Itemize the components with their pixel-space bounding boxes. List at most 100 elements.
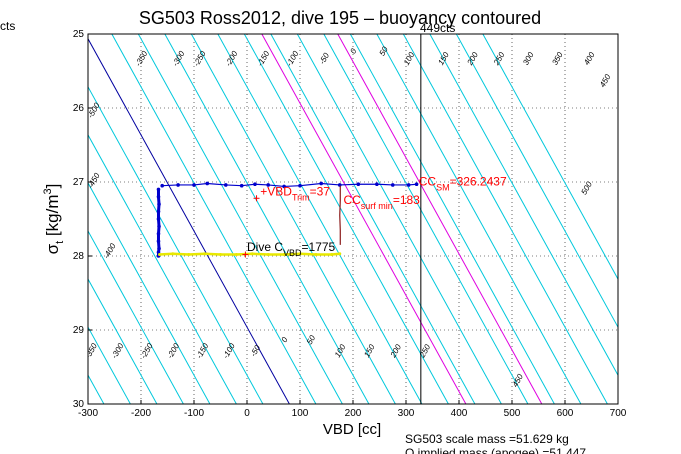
series-bottom-point [314, 253, 318, 257]
contour-line [429, 34, 618, 377]
contour-line [0, 34, 24, 404]
x-tick-label: -100 [184, 408, 204, 419]
y-axis-ticks: 25 26 27 28 29 30 [73, 29, 92, 410]
x-tick-label: 600 [557, 408, 574, 419]
series-dive-point [192, 183, 196, 187]
series-descent-point [156, 232, 161, 236]
x-tick-label: 100 [292, 408, 309, 419]
y-tick-label: 26 [73, 103, 85, 114]
contour-line [88, 85, 264, 404]
x-tick-label: -300 [78, 408, 98, 419]
series-descent-point [156, 209, 161, 214]
contour-line [88, 181, 211, 404]
magenta-contour [261, 34, 467, 404]
series-bottom-point [330, 253, 334, 257]
series-descent-point [157, 202, 161, 206]
x-tick-label: 700 [610, 408, 627, 419]
series-dive-point [319, 181, 324, 186]
contour-line [270, 34, 476, 404]
series-descent-point [156, 239, 161, 243]
annotation-dive_c: Dive CVBD=1775 [247, 240, 336, 258]
y-tick-label: 29 [73, 325, 85, 336]
y-tick-label: 30 [73, 399, 85, 410]
series-dive-point [239, 183, 244, 188]
series-bottom-point [171, 252, 175, 256]
x-axis-ticks: -300 -200 -100 0 100 200 300 400 500 600 700 [78, 400, 627, 419]
svg-text:σt [kg/m3]: σt [kg/m3] [42, 184, 66, 255]
series-bottom-point [187, 253, 191, 257]
series-bottom-point [298, 252, 302, 256]
top-label: 449cts [420, 21, 455, 35]
x-tick-label: 300 [398, 408, 415, 419]
series-dive-point [253, 182, 257, 187]
series-dive-point [205, 181, 210, 186]
series-bottom-point [158, 253, 162, 257]
x-tick-label: -200 [131, 408, 151, 419]
contour-line [88, 133, 237, 404]
series-bottom-point [266, 253, 270, 257]
x-tick-label: 0 [244, 408, 250, 419]
y-axis-label: σt [kg/m3] [42, 184, 66, 255]
zero-buoyancy-contour [88, 37, 290, 404]
contour-line [0, 34, 77, 404]
series-dive-point [356, 182, 361, 187]
series-bottom-point [338, 252, 342, 256]
contour-line [137, 34, 343, 404]
series-bottom-point [234, 253, 238, 257]
contour-line [455, 34, 618, 329]
dive-profile-series [156, 181, 419, 258]
series-dive-point [282, 184, 286, 189]
annotation-vbd_trim: +VBDTrim=37 [260, 184, 330, 202]
series-ascent [339, 185, 341, 245]
chart-title: SG503 Ross2012, dive 195 – buoyancy cont… [139, 8, 541, 28]
contour-line [323, 34, 529, 404]
contour-line [243, 34, 449, 404]
x-tick-label: 400 [451, 408, 468, 419]
contour-line [349, 34, 555, 404]
series-descent [156, 189, 161, 256]
y-tick-label: 28 [73, 251, 85, 262]
contour-line [376, 34, 582, 404]
y-tick-label: 27 [73, 177, 85, 188]
series-dive-point [390, 183, 395, 187]
x-tick-label: 500 [504, 408, 521, 419]
buoyancy-contours [0, 34, 618, 404]
contour-line [88, 229, 184, 404]
contour-label: -350 [83, 341, 99, 360]
contour-line [88, 326, 131, 404]
series-bottom-point [219, 253, 222, 257]
contour-line [402, 34, 608, 404]
corner-label: cts [0, 19, 15, 33]
contour-line [296, 34, 502, 404]
contour-label: 0 [280, 335, 290, 344]
series-dive-point [375, 182, 379, 187]
contour-label: 0 [348, 47, 358, 56]
series-bottom-point [250, 252, 254, 256]
series-descent-point [156, 187, 161, 192]
annotation-cc_surf: CCsurf min=183 [343, 193, 420, 211]
series-dive-point [176, 183, 180, 187]
contour-line [190, 34, 396, 404]
series-dive-point [266, 183, 271, 187]
x-tick-label: 200 [345, 408, 362, 419]
series-dive-point [406, 183, 411, 187]
annotation-cc_sm: CCSM=326.2437 [419, 175, 507, 193]
contour-line [217, 34, 423, 404]
series-descent-point [156, 217, 161, 221]
series-descent-point [157, 246, 161, 251]
contour-line [164, 34, 370, 404]
series-dive-point [298, 183, 302, 188]
x-axis-label: VBD [cc] [323, 421, 381, 438]
contour-line [88, 278, 158, 404]
series-dive-point [224, 183, 228, 187]
magenta-contour [337, 34, 543, 404]
series-bottom-point [203, 252, 207, 256]
series-dive-point [160, 183, 164, 188]
footer-line-2: O implied mass (apogee) =51.447 [405, 446, 586, 454]
contour-line [482, 34, 618, 281]
series-bottom [159, 252, 340, 256]
series-descent-point [156, 195, 161, 199]
y-tick-label: 25 [73, 29, 85, 40]
